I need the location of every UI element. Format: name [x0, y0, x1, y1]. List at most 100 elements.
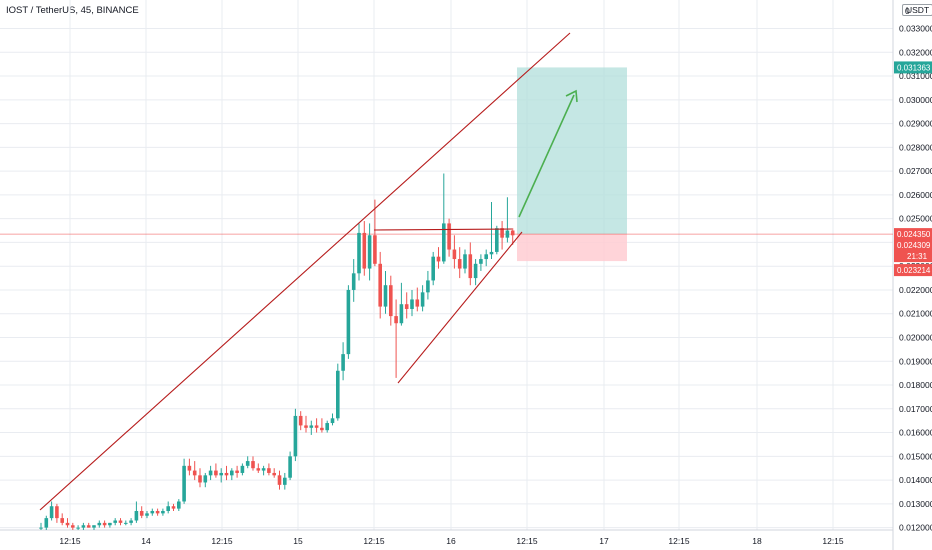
candle-body[interactable]	[510, 230, 515, 236]
target-zone[interactable]	[517, 67, 627, 235]
candle-body[interactable]	[71, 525, 75, 528]
candle-body[interactable]	[171, 506, 176, 509]
candle-body[interactable]	[86, 525, 91, 528]
candle-body[interactable]	[410, 299, 414, 309]
candle-body[interactable]	[76, 527, 80, 529]
candle-body[interactable]	[203, 475, 208, 483]
candle-body[interactable]	[288, 456, 292, 478]
candle-body[interactable]	[166, 506, 170, 511]
candle-body[interactable]	[182, 465, 186, 502]
candle-body[interactable]	[341, 354, 345, 371]
candle-body[interactable]	[208, 470, 213, 476]
candle-body[interactable]	[436, 256, 441, 262]
candle-body[interactable]	[442, 223, 446, 262]
candle-body[interactable]	[293, 415, 298, 457]
candle-body[interactable]	[187, 465, 192, 471]
candle-body[interactable]	[139, 510, 144, 516]
candle-body[interactable]	[97, 522, 102, 526]
candle-body[interactable]	[272, 472, 276, 476]
candle-body[interactable]	[404, 304, 409, 309]
candle-body[interactable]	[155, 510, 160, 514]
candle-body[interactable]	[44, 518, 49, 528]
candle-body[interactable]	[314, 425, 319, 428]
candle-body[interactable]	[230, 470, 234, 476]
candle-body[interactable]	[330, 418, 335, 424]
candle-body[interactable]	[240, 465, 245, 473]
candle-body[interactable]	[161, 510, 165, 514]
candle-body[interactable]	[495, 228, 499, 252]
candle-body[interactable]	[134, 510, 139, 521]
candle-body[interactable]	[81, 525, 86, 528]
candle-body[interactable]	[431, 256, 435, 281]
candle-body[interactable]	[505, 230, 510, 238]
candle-body[interactable]	[261, 468, 266, 471]
candle-body[interactable]	[298, 415, 303, 426]
candle-body[interactable]	[245, 461, 250, 466]
candle-body[interactable]	[235, 470, 239, 473]
upper-trendline[interactable]	[39, 32, 571, 511]
candle-body[interactable]	[304, 425, 308, 428]
candle-body[interactable]	[447, 223, 451, 250]
stop-zone[interactable]	[517, 234, 627, 262]
candle-body[interactable]	[389, 285, 393, 317]
candle-body[interactable]	[500, 228, 504, 238]
currency-selector[interactable]: USDT	[902, 4, 932, 16]
candle-body[interactable]	[320, 427, 324, 431]
candle-body[interactable]	[399, 304, 404, 324]
candle-body[interactable]	[150, 510, 155, 514]
resistance-line[interactable]	[373, 228, 513, 231]
candle-body[interactable]	[129, 520, 133, 523]
candle-body[interactable]	[346, 289, 351, 355]
candle-body[interactable]	[426, 280, 430, 293]
candle-body[interactable]	[267, 468, 271, 473]
candle-body[interactable]	[219, 472, 223, 476]
candle-body[interactable]	[357, 232, 361, 274]
candle-body[interactable]	[473, 263, 478, 279]
candle-body[interactable]	[39, 527, 43, 529]
candle-body[interactable]	[224, 472, 229, 476]
candle-body[interactable]	[256, 468, 261, 471]
candle-body[interactable]	[49, 506, 54, 519]
candle-body[interactable]	[484, 254, 488, 260]
lower-trendline[interactable]	[397, 231, 523, 384]
candle-body[interactable]	[102, 522, 107, 526]
candle-body[interactable]	[113, 520, 117, 523]
candle-body[interactable]	[362, 232, 367, 269]
candle-body[interactable]	[124, 522, 128, 524]
candle-body[interactable]	[351, 273, 356, 290]
candle-body[interactable]	[325, 423, 329, 431]
candle-body[interactable]	[283, 477, 287, 485]
candle-body[interactable]	[463, 254, 467, 269]
candle-body[interactable]	[192, 470, 197, 476]
candle-body[interactable]	[177, 501, 181, 509]
y-tick-label: 0.019000	[899, 356, 932, 366]
candle-body[interactable]	[145, 513, 149, 516]
candle-body[interactable]	[118, 520, 123, 523]
candle-body[interactable]	[251, 461, 255, 469]
candle-body[interactable]	[277, 475, 282, 485]
candle-body[interactable]	[383, 285, 388, 307]
candle-body[interactable]	[420, 292, 425, 307]
candle-body[interactable]	[214, 470, 218, 476]
candle-body[interactable]	[394, 316, 398, 324]
candle-body[interactable]	[65, 522, 70, 526]
candle-body[interactable]	[457, 259, 462, 269]
candle-body[interactable]	[55, 506, 59, 519]
y-tick-label: 0.014000	[899, 475, 932, 485]
candle-body[interactable]	[415, 299, 420, 307]
candle-body[interactable]	[489, 251, 494, 255]
candle-body[interactable]	[378, 263, 382, 307]
candle-body[interactable]	[373, 235, 377, 264]
candle-body[interactable]	[479, 259, 483, 264]
candle-body[interactable]	[336, 370, 340, 419]
candle-body[interactable]	[198, 475, 202, 483]
candle-body[interactable]	[309, 425, 314, 428]
candle-body[interactable]	[468, 254, 473, 279]
target-arrow[interactable]	[518, 94, 575, 218]
candle-body[interactable]	[452, 249, 457, 260]
candle-body[interactable]	[60, 518, 64, 523]
candle-body[interactable]	[367, 235, 372, 269]
candle-body[interactable]	[108, 522, 112, 526]
candle-body[interactable]	[92, 525, 96, 528]
